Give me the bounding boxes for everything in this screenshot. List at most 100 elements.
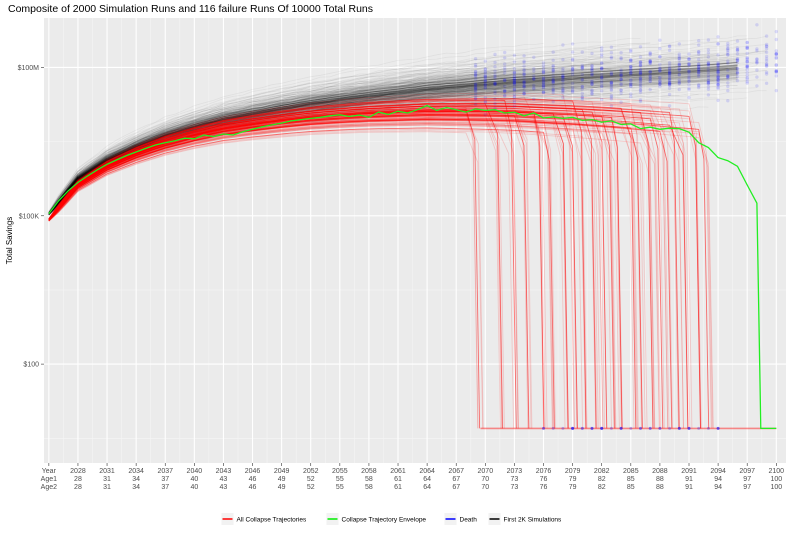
simulation-line xyxy=(48,84,495,215)
death-point xyxy=(735,57,740,61)
death-point xyxy=(600,89,604,93)
death-point xyxy=(522,85,526,89)
x-tick-label: 2034 xyxy=(128,468,144,475)
death-point xyxy=(706,60,711,65)
legend-label: Collapse Trajectory Envelope xyxy=(342,516,427,523)
death-point xyxy=(648,76,652,81)
simulation-line xyxy=(48,64,728,215)
death-point xyxy=(483,75,487,80)
death-point xyxy=(522,79,526,83)
collapse-trajectory xyxy=(48,122,660,429)
death-point xyxy=(551,88,555,92)
death-point xyxy=(706,87,711,92)
death-point xyxy=(726,81,730,85)
death-point xyxy=(774,52,778,57)
x-tick-label: 37 xyxy=(161,476,169,483)
death-point xyxy=(590,426,594,430)
death-point xyxy=(764,64,769,68)
simulation-line xyxy=(48,54,709,214)
death-point xyxy=(755,57,759,61)
death-point xyxy=(619,77,623,82)
death-point xyxy=(764,81,769,86)
death-point xyxy=(658,79,662,83)
death-point xyxy=(512,70,517,74)
simulation-line xyxy=(48,62,767,215)
death-point xyxy=(629,65,633,69)
x-tick-label: 76 xyxy=(540,476,548,483)
death-point xyxy=(609,87,614,91)
simulation-line xyxy=(48,67,709,215)
death-point xyxy=(590,68,594,73)
simulation-line xyxy=(48,64,738,214)
death-point xyxy=(667,82,672,86)
death-point xyxy=(561,89,565,93)
death-point xyxy=(716,426,720,430)
simulation-line xyxy=(48,77,660,214)
death-point xyxy=(609,73,614,77)
collapse-trajectory xyxy=(48,115,554,429)
collapse-trajectory xyxy=(48,117,578,429)
death-point xyxy=(561,82,565,86)
death-point xyxy=(570,42,575,46)
death-point xyxy=(551,80,555,85)
death-point xyxy=(677,63,681,68)
death-point xyxy=(648,69,652,74)
death-point xyxy=(561,74,565,79)
death-point xyxy=(483,73,487,77)
death-point xyxy=(609,97,614,101)
death-point xyxy=(483,79,487,83)
death-point xyxy=(541,83,546,88)
death-point xyxy=(532,69,536,74)
collapse-trajectory xyxy=(48,122,520,429)
collapse-trajectory xyxy=(48,118,638,429)
x-tick-label: 46 xyxy=(249,484,257,491)
collapse-trajectory xyxy=(48,114,679,429)
death-point xyxy=(619,426,623,430)
simulation-line xyxy=(48,52,641,214)
death-point xyxy=(503,68,507,72)
death-point xyxy=(697,426,701,430)
death-point xyxy=(590,66,594,71)
death-point xyxy=(580,95,584,99)
death-point xyxy=(570,58,575,62)
x-tick-label: 2064 xyxy=(419,468,435,475)
simulation-line xyxy=(48,53,728,214)
death-point xyxy=(706,93,711,97)
collapse-trajectory xyxy=(48,117,578,429)
death-point xyxy=(629,92,633,96)
simulation-line xyxy=(48,67,738,215)
x-tick-label: 61 xyxy=(394,476,402,483)
death-point xyxy=(677,61,681,66)
death-point xyxy=(755,60,759,65)
death-point xyxy=(561,79,565,83)
death-point xyxy=(764,64,769,68)
death-point xyxy=(716,78,720,82)
death-point xyxy=(687,426,691,430)
death-point xyxy=(473,64,478,69)
y-tick-label: $100M xyxy=(18,65,40,72)
death-point xyxy=(551,89,555,93)
death-point xyxy=(600,54,604,59)
simulation-line xyxy=(48,62,573,213)
death-point xyxy=(522,68,526,73)
death-point xyxy=(512,104,517,108)
death-point xyxy=(493,106,497,110)
simulation-line xyxy=(48,63,602,214)
death-point xyxy=(677,78,681,82)
collapse-trajectory xyxy=(48,120,584,429)
collapse-trajectory xyxy=(48,124,530,429)
death-point xyxy=(735,57,740,61)
death-point xyxy=(667,92,672,97)
death-point xyxy=(706,64,711,68)
simulation-line xyxy=(48,65,757,214)
simulation-line xyxy=(48,35,748,214)
death-point xyxy=(667,71,672,75)
simulation-line xyxy=(48,54,641,215)
death-point xyxy=(493,80,497,84)
simulation-line xyxy=(48,70,767,214)
death-point xyxy=(600,46,604,50)
simulation-line xyxy=(48,76,496,214)
death-point xyxy=(638,77,643,82)
x-tick-label: 2043 xyxy=(216,468,232,475)
simulation-line xyxy=(48,75,534,213)
